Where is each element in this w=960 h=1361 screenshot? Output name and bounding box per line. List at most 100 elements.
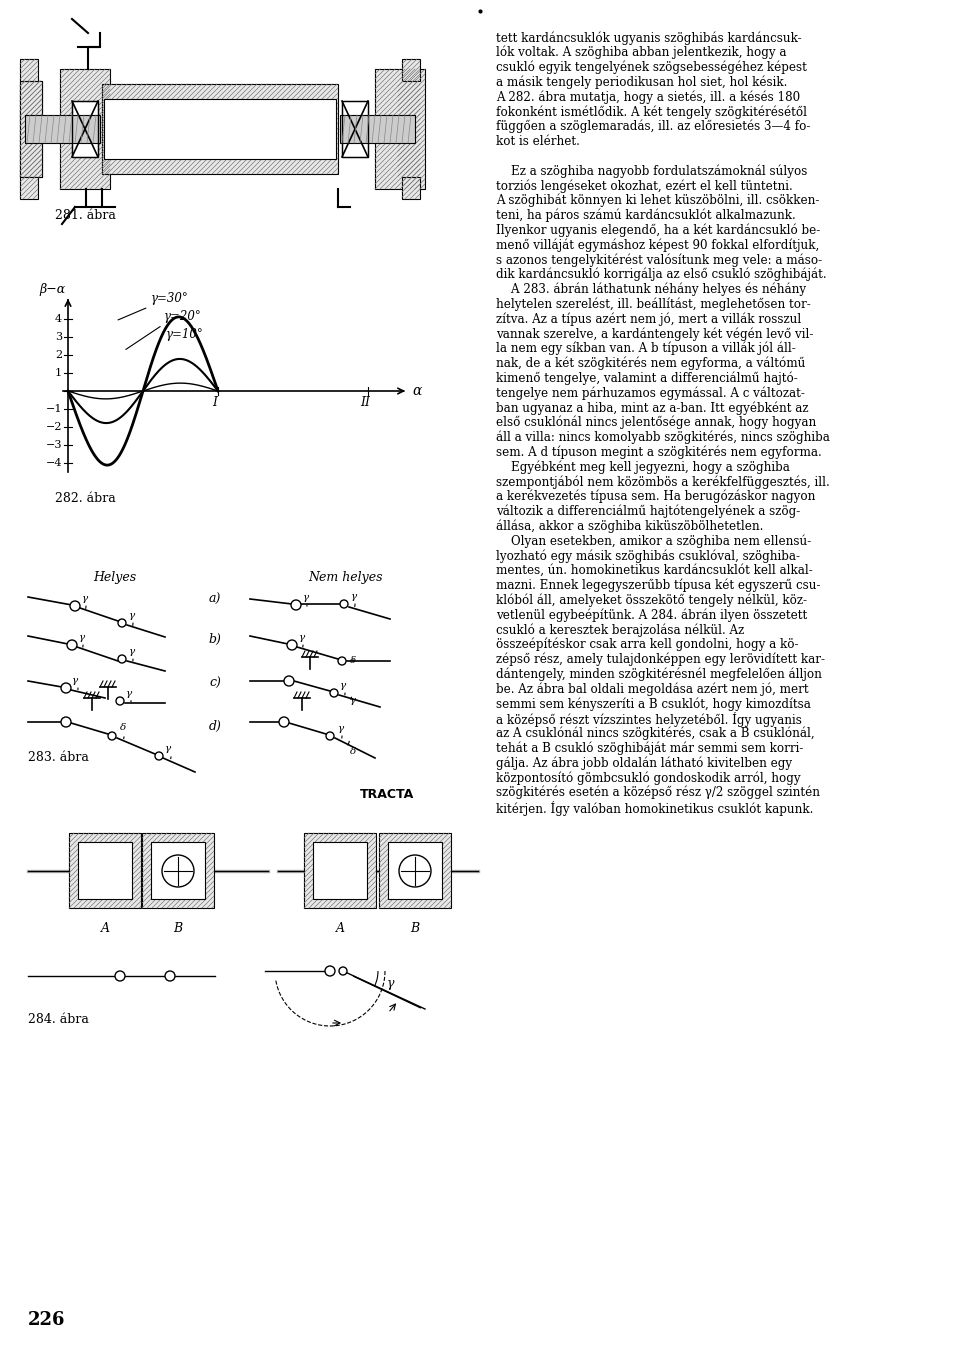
- Text: a középső részt vízszintes helyzetéből. Így ugyanis: a középső részt vízszintes helyzetéből. …: [496, 712, 802, 727]
- Bar: [25, 114, 100, 143]
- Circle shape: [287, 640, 297, 651]
- Bar: [375, 69, 425, 189]
- Text: II: II: [360, 396, 370, 410]
- Bar: [388, 842, 442, 900]
- Text: vannak szerelve, a kardántengely két végén levő vil-: vannak szerelve, a kardántengely két vég…: [496, 327, 813, 340]
- Bar: [78, 842, 132, 900]
- Text: A 282. ábra mutatja, hogy a sietés, ill. a késés 180: A 282. ábra mutatja, hogy a sietés, ill.…: [496, 90, 800, 103]
- Text: 281. ábra: 281. ábra: [55, 210, 116, 222]
- Circle shape: [339, 968, 347, 974]
- Bar: [72, 101, 98, 157]
- Text: menő villáját egymáshoz képest 90 fokkal elfordítjuk,: menő villáját egymáshoz képest 90 fokkal…: [496, 238, 819, 252]
- Text: δ: δ: [350, 747, 356, 755]
- Text: A: A: [335, 921, 345, 935]
- Text: tengelye nem párhuzamos egymással. A c változat-: tengelye nem párhuzamos egymással. A c v…: [496, 387, 804, 400]
- Text: dik kardáncsukló korrigálja az első csukló szöghibáját.: dik kardáncsukló korrigálja az első csuk…: [496, 268, 827, 282]
- Text: γ: γ: [299, 633, 305, 642]
- Text: b): b): [208, 633, 222, 645]
- Circle shape: [399, 855, 431, 887]
- Circle shape: [67, 640, 77, 651]
- Text: teni, ha páros számú kardáncsuklót alkalmazunk.: teni, ha páros számú kardáncsuklót alkal…: [496, 208, 796, 222]
- Text: mentes, ún. homokinetikus kardáncsuklót kell alkal-: mentes, ún. homokinetikus kardáncsuklót …: [496, 563, 813, 577]
- Text: s azonos tengelykitérést valósítunk meg vele: a máso-: s azonos tengelykitérést valósítunk meg …: [496, 253, 822, 267]
- Text: 4: 4: [55, 314, 62, 324]
- Circle shape: [326, 732, 334, 740]
- Circle shape: [61, 683, 71, 693]
- Text: γ=20°: γ=20°: [163, 310, 202, 323]
- Text: Nem helyes: Nem helyes: [308, 572, 382, 584]
- Text: dántengely, minden szögkitérésnél megfelelően álljon: dántengely, minden szögkitérésnél megfel…: [496, 667, 822, 680]
- Text: δ: δ: [350, 656, 356, 666]
- Bar: [69, 833, 141, 908]
- Circle shape: [116, 697, 124, 705]
- Circle shape: [118, 619, 126, 627]
- Text: γ: γ: [126, 689, 132, 698]
- Text: 2: 2: [55, 350, 62, 361]
- Text: γ: γ: [338, 724, 345, 734]
- Bar: [60, 69, 110, 189]
- Text: lyozható egy másik szöghibás csuklóval, szöghiba-: lyozható egy másik szöghibás csuklóval, …: [496, 548, 800, 562]
- Circle shape: [284, 676, 294, 686]
- Text: 283. ábra: 283. ábra: [28, 751, 89, 764]
- Text: tett kardáncsuklók ugyanis szöghibás kardáncsuk-: tett kardáncsuklók ugyanis szöghibás kar…: [496, 31, 802, 45]
- Bar: [342, 101, 368, 157]
- Text: klóból áll, amelyeket összekötő tengely nélkül, köz-: klóból áll, amelyeket összekötő tengely …: [496, 593, 807, 607]
- Bar: [102, 84, 338, 174]
- Text: B: B: [174, 921, 182, 935]
- Bar: [142, 833, 214, 908]
- Text: áll a villa: nincs komolyabb szögkitérés, nincs szöghiba: áll a villa: nincs komolyabb szögkitérés…: [496, 430, 829, 444]
- Bar: [313, 842, 367, 900]
- Text: sem. A d típuson megint a szögkitérés nem egyforma.: sem. A d típuson megint a szögkitérés ne…: [496, 445, 822, 459]
- Text: vetlenül egybeépítünk. A 284. ábrán ilyen összetett: vetlenül egybeépítünk. A 284. ábrán ilye…: [496, 608, 807, 622]
- Text: a másik tengely periodikusan hol siet, hol késik.: a másik tengely periodikusan hol siet, h…: [496, 75, 787, 88]
- Text: β−α: β−α: [39, 283, 66, 295]
- Bar: [130, 114, 310, 143]
- Text: a kerékvezetés típusa sem. Ha berugózáskor nagyon: a kerékvezetés típusa sem. Ha berugózásk…: [496, 490, 815, 504]
- Circle shape: [108, 732, 116, 740]
- Bar: [20, 177, 38, 199]
- Text: első csuklónál nincs jelentősége annak, hogy hogyan: első csuklónál nincs jelentősége annak, …: [496, 416, 816, 429]
- Bar: [20, 82, 42, 177]
- Text: γ: γ: [129, 611, 135, 621]
- Bar: [402, 177, 420, 199]
- Text: szempontjából nem közömbös a kerékfelfüggesztés, ill.: szempontjából nem közömbös a kerékfelfüg…: [496, 475, 829, 489]
- Bar: [104, 99, 336, 159]
- Circle shape: [162, 855, 194, 887]
- Text: központosító gömbcsukló gondoskodik arról, hogy: központosító gömbcsukló gondoskodik arró…: [496, 770, 801, 784]
- Text: kot is elérhet.: kot is elérhet.: [496, 135, 580, 147]
- Circle shape: [291, 600, 301, 610]
- Text: TRACTA: TRACTA: [360, 788, 415, 802]
- Circle shape: [330, 689, 338, 697]
- Text: γ: γ: [79, 633, 85, 642]
- Text: Ez a szöghiba nagyobb fordulatszámoknál súlyos: Ez a szöghiba nagyobb fordulatszámoknál …: [496, 165, 807, 178]
- Text: mazni. Ennek legegyszerűbb típusa két egyszerű csu-: mazni. Ennek legegyszerűbb típusa két eg…: [496, 578, 821, 592]
- Text: nak, de a két szögkitérés nem egyforma, a váltómű: nak, de a két szögkitérés nem egyforma, …: [496, 357, 805, 370]
- Text: B: B: [411, 921, 420, 935]
- Text: A: A: [101, 921, 109, 935]
- Text: A szöghibát könnyen ki lehet küszöbölni, ill. csökken-: A szöghibát könnyen ki lehet küszöbölni,…: [496, 193, 820, 207]
- Text: ban ugyanaz a hiba, mint az a-ban. Itt egyébként az: ban ugyanaz a hiba, mint az a-ban. Itt e…: [496, 401, 808, 415]
- Text: γ: γ: [303, 593, 309, 602]
- Text: γ: γ: [340, 680, 347, 690]
- Circle shape: [61, 717, 71, 727]
- Text: Olyan esetekben, amikor a szöghiba nem ellensú-: Olyan esetekben, amikor a szöghiba nem e…: [496, 535, 811, 547]
- Text: la nem egy síkban van. A b típuson a villák jól áll-: la nem egy síkban van. A b típuson a vil…: [496, 342, 796, 355]
- Bar: [342, 101, 368, 157]
- Circle shape: [325, 966, 335, 976]
- Circle shape: [70, 602, 80, 611]
- Text: semmi sem kényszeríti a B csuklót, hogy kimozdítsa: semmi sem kényszeríti a B csuklót, hogy …: [496, 697, 811, 710]
- Text: összeépítéskor csak arra kell gondolni, hogy a kö-: összeépítéskor csak arra kell gondolni, …: [496, 638, 799, 652]
- Circle shape: [279, 717, 289, 727]
- Text: 284. ábra: 284. ábra: [28, 1013, 89, 1026]
- Text: A 283. ábrán láthatunk néhány helyes és néhány: A 283. ábrán láthatunk néhány helyes és …: [496, 283, 806, 297]
- Text: 282. ábra: 282. ábra: [55, 491, 116, 505]
- Text: γ: γ: [72, 676, 79, 685]
- Text: helytelen szerelést, ill. beállítást, meglehetősen tor-: helytelen szerelést, ill. beállítást, me…: [496, 298, 811, 310]
- Text: függően a szöglemaradás, ill. az előresietés 3—4 fo-: függően a szöglemaradás, ill. az előresi…: [496, 120, 810, 133]
- Text: Egyébként meg kell jegyezni, hogy a szöghiba: Egyébként meg kell jegyezni, hogy a szög…: [496, 460, 790, 474]
- Bar: [340, 114, 415, 143]
- Circle shape: [115, 970, 125, 981]
- Text: 1: 1: [55, 367, 62, 378]
- Text: csukló egyik tengelyének szögsebességéhez képest: csukló egyik tengelyének szögsebességéhe…: [496, 61, 806, 73]
- Text: γ: γ: [351, 592, 357, 602]
